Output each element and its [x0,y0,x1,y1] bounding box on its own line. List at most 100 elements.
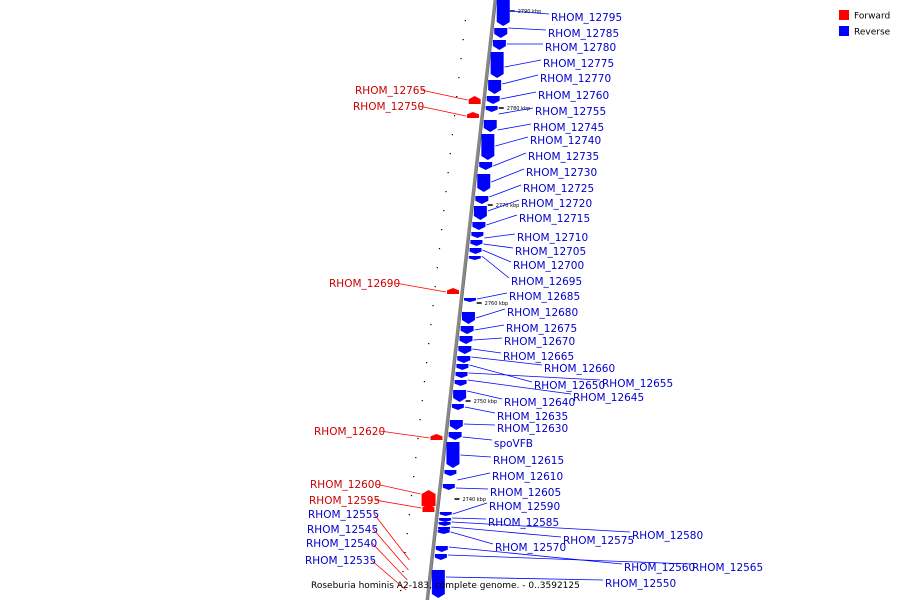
forward-gene-arrow[interactable] [422,504,435,512]
reverse-gene-label[interactable]: RHOM_12605 [490,487,561,499]
reverse-gene-label[interactable]: RHOM_12795 [551,12,622,24]
reverse-gene-label[interactable]: RHOM_12710 [517,232,588,244]
reverse-gene-arrow[interactable] [453,390,467,402]
forward-gene-label[interactable]: RHOM_12545 [307,524,378,536]
reverse-gene-label[interactable]: RHOM_12615 [493,455,564,467]
reverse-gene-arrow[interactable] [469,248,482,254]
reverse-gene-arrow[interactable] [490,52,504,78]
reverse-gene-label[interactable]: RHOM_12730 [526,167,597,179]
reverse-gene-arrow[interactable] [458,346,472,354]
reverse-gene-label[interactable]: RHOM_12655 [602,378,673,390]
reverse-gene-label[interactable]: RHOM_12630 [497,423,568,435]
reverse-gene-label[interactable]: RHOM_12735 [528,151,599,163]
forward-gene-arrow[interactable] [421,490,436,506]
forward-gene-label[interactable]: RHOM_12620 [314,426,385,438]
reverse-gene-label[interactable]: RHOM_12565 [692,562,763,574]
reverse-gene-arrow[interactable] [434,554,447,560]
forward-gene-label[interactable]: RHOM_12540 [306,538,377,550]
reverse-gene-label[interactable]: RHOM_12650 [534,380,605,392]
reverse-gene-label[interactable]: RHOM_12715 [519,213,590,225]
reverse-gene-label[interactable]: RHOM_12550 [605,578,676,590]
reverse-gene-arrow[interactable] [444,470,457,476]
reverse-gene-label[interactable]: RHOM_12755 [535,106,606,118]
reverse-gene-label[interactable]: RHOM_12575 [563,535,634,547]
reverse-gene-arrow[interactable] [485,106,498,112]
reverse-gene-arrow[interactable] [437,530,450,534]
reverse-gene-label[interactable]: RHOM_12590 [489,501,560,513]
reverse-gene-arrow[interactable] [454,380,467,386]
reverse-gene-label[interactable]: RHOM_12700 [513,260,584,272]
reverse-gene-label[interactable]: RHOM_12645 [573,392,644,404]
reverse-gene-arrow[interactable] [439,518,452,522]
forward-gene-arrow[interactable] [447,288,460,294]
reverse-gene-label[interactable]: RHOM_12760 [538,90,609,102]
reverse-gene-arrow[interactable] [492,40,506,50]
reverse-gene-label[interactable]: RHOM_12570 [495,542,566,554]
reverse-gene-arrow[interactable] [446,442,460,468]
reverse-gene-label[interactable]: RHOM_12610 [492,471,563,483]
reverse-gene-label[interactable]: RHOM_12665 [503,351,574,363]
reverse-gene-arrow[interactable] [486,96,500,104]
forward-gene-label[interactable]: RHOM_12555 [308,509,379,521]
reverse-gene-label[interactable]: RHOM_12695 [511,276,582,288]
reverse-gene-label[interactable]: RHOM_12680 [507,307,578,319]
reverse-gene-label[interactable]: RHOM_12640 [504,397,575,409]
reverse-gene-arrow[interactable] [457,356,471,363]
reverse-gene-arrow[interactable] [496,0,510,26]
reverse-gene-label[interactable]: RHOM_12580 [632,530,703,542]
reverse-gene-label[interactable]: RHOM_12635 [497,411,568,423]
reverse-gene-arrow[interactable] [456,364,469,370]
reverse-gene-label[interactable]: RHOM_12775 [543,58,614,70]
reverse-gene-arrow[interactable] [460,326,474,334]
reverse-gene-arrow[interactable] [477,174,491,192]
forward-gene-label[interactable]: RHOM_12535 [305,555,376,567]
reverse-gene-arrow[interactable] [472,222,486,230]
reverse-gene-label[interactable]: RHOM_12685 [509,291,580,303]
reverse-gene-label[interactable]: RHOM_12705 [515,246,586,258]
reverse-gene-label[interactable]: RHOM_12670 [504,336,575,348]
reverse-gene-arrow[interactable] [488,80,502,94]
reverse-gene-label[interactable]: RHOM_12780 [545,42,616,54]
reverse-gene-arrow[interactable] [475,196,489,204]
reverse-gene-arrow[interactable] [494,28,508,38]
reverse-gene-arrow[interactable] [449,420,463,430]
reverse-gene-arrow[interactable] [464,298,477,302]
reverse-gene-label[interactable]: RHOM_12725 [523,183,594,195]
reverse-gene-arrow[interactable] [470,240,483,246]
reverse-gene-arrow[interactable] [483,120,497,132]
forward-gene-label[interactable]: RHOM_12750 [353,101,424,113]
forward-gene-label[interactable]: RHOM_12765 [355,85,426,97]
reverse-gene-arrow[interactable] [455,372,468,378]
reverse-gene-label[interactable]: RHOM_12675 [506,323,577,335]
reverse-gene-label[interactable]: RHOM_12740 [530,135,601,147]
reverse-gene-label[interactable]: RHOM_12720 [521,198,592,210]
reverse-gene-leader [489,184,522,198]
forward-gene-arrow[interactable] [468,96,481,104]
reverse-gene-arrow[interactable] [435,546,448,552]
reverse-gene-label[interactable]: RHOM_12785 [548,28,619,40]
forward-gene-label[interactable]: RHOM_12600 [310,479,381,491]
reverse-gene-label[interactable]: RHOM_12560 [624,562,695,574]
reverse-gene-label[interactable]: RHOM_12745 [533,122,604,134]
forward-gene-label[interactable]: RHOM_12595 [309,495,380,507]
reverse-gene-arrow[interactable] [448,432,462,440]
reverse-gene-arrow[interactable] [439,512,452,516]
reverse-gene-label[interactable]: spoVFB [494,438,533,450]
forward-gene-arrow[interactable] [466,112,479,118]
reverse-gene-arrow[interactable] [459,336,473,344]
forward-gene-label[interactable]: RHOM_12690 [329,278,400,290]
reverse-gene-label[interactable]: RHOM_12770 [540,73,611,85]
reverse-gene-arrow[interactable] [438,522,451,526]
reverse-gene-arrow[interactable] [451,404,464,410]
reverse-gene-arrow[interactable] [468,256,481,260]
reverse-gene-arrow[interactable] [473,206,487,220]
reverse-gene-arrow[interactable] [481,134,495,160]
reverse-gene-arrow[interactable] [479,162,493,170]
reverse-gene-label[interactable]: RHOM_12585 [488,517,559,529]
reverse-gene-arrow[interactable] [461,312,475,324]
forward-gene-arrow[interactable] [430,434,443,440]
reverse-gene-arrow[interactable] [442,484,455,490]
reverse-gene-label[interactable]: RHOM_12660 [544,363,615,375]
reverse-gene-arrow[interactable] [471,232,484,238]
reverse-gene-arrow[interactable] [431,570,445,598]
